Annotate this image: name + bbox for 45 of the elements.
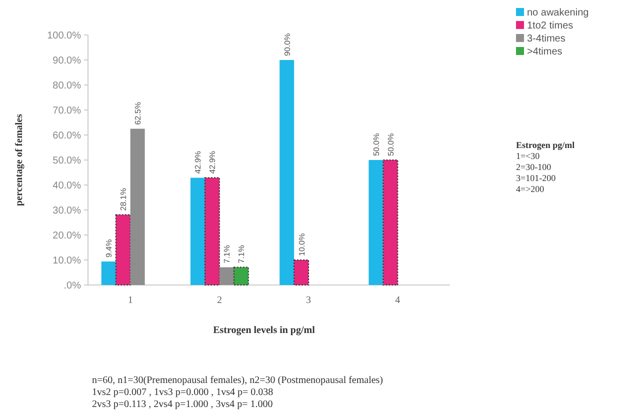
y-tick-label: 60.0% [52, 130, 82, 142]
y-tick-label: .0% [64, 280, 82, 292]
data-label: 7.1% [237, 245, 246, 264]
x-tick-label: 3 [306, 295, 312, 306]
text: Estrogen pg/ml 1=<30 2=30-100 3=101-200 4=>200 [516, 140, 576, 194]
y-axis-title: percentage of females [14, 114, 25, 206]
data-label: 42.9% [208, 151, 218, 174]
x-tick-label: 1 [128, 295, 133, 306]
bar [294, 260, 310, 286]
legend-label: no awakening [527, 8, 589, 18]
y-tick-label: 30.0% [52, 206, 82, 216]
data-label: 9.4% [104, 239, 114, 258]
bar [382, 160, 398, 286]
data-label: 50.0% [386, 133, 396, 156]
bar [368, 160, 384, 285]
bar [280, 60, 294, 285]
y-tick-label: 40.0% [52, 180, 82, 192]
data-label: 50.0% [372, 133, 381, 156]
y-tick-label: 100.0% [47, 30, 82, 42]
legend-label: >4times [527, 46, 562, 58]
bar [233, 266, 249, 286]
y-tick-label: 10.0% [52, 256, 82, 266]
x-tick-label: 2 [216, 295, 222, 306]
bar [115, 214, 131, 286]
data-label: 42.9% [194, 151, 203, 174]
bar [204, 177, 220, 286]
x-tick-label: 4 [395, 295, 400, 306]
data-label: 62.5% [134, 102, 143, 125]
y-tick-label: 70.0% [52, 106, 82, 116]
x-axis-title: Estrogen levels in pg/ml [213, 325, 316, 336]
y-tick-label: 90.0% [52, 56, 82, 66]
data-label: 90.0% [282, 33, 292, 56]
y-tick-label: 50.0% [52, 156, 82, 166]
text: n=60, n1=30(Premenopausal females), n2=30 (Postmenopausal females) 1vs2 p=0.007 , 1vs3 p=0.000 , 1vs4 p= 0.038 2vs3 p=0.113 , 2vs4 p=1.000 , 3vs4 p= 1.000 [92, 375, 384, 410]
data-label: 10.0% [297, 233, 306, 256]
y-tick-label: 80.0% [52, 80, 82, 92]
y-tick-label: 20.0% [52, 230, 82, 242]
data-label: 28.1% [119, 188, 128, 211]
bar [219, 267, 234, 285]
bar [130, 128, 145, 285]
data-label: 7.1% [222, 245, 232, 264]
bar [101, 262, 116, 285]
bar [190, 178, 205, 285]
legend-label: 1to2 times [527, 20, 574, 32]
legend-label: 3-4times [527, 34, 566, 44]
